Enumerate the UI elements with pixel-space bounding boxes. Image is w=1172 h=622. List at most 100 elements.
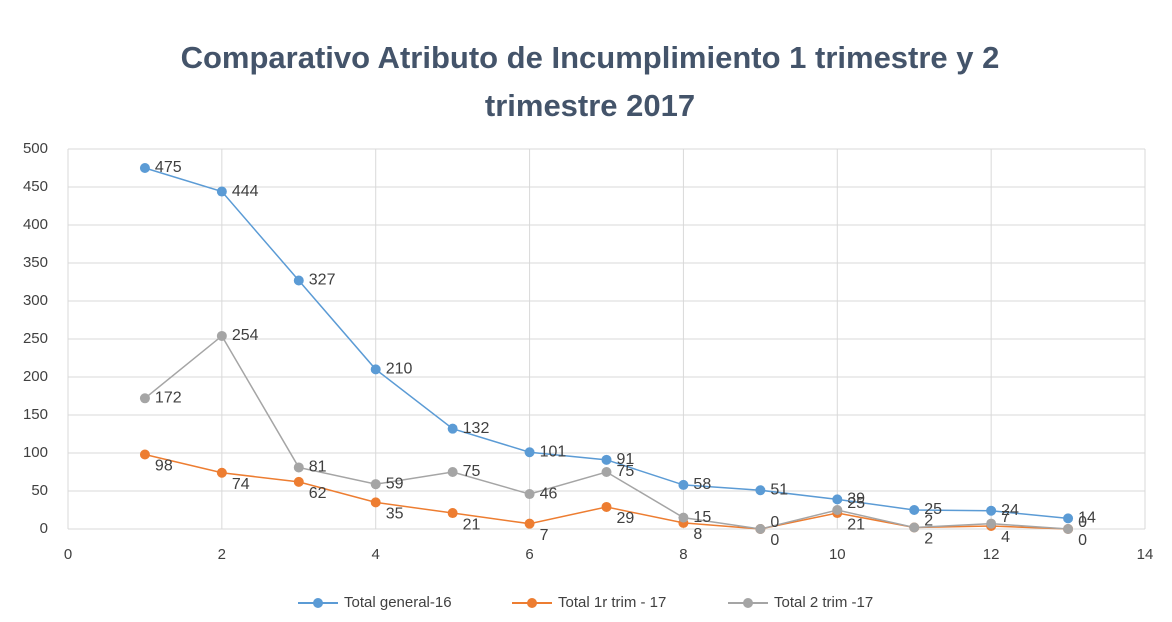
data-point	[447, 508, 458, 519]
data-point	[755, 524, 766, 534]
y-tick-label: 350	[23, 254, 48, 271]
data-point	[370, 479, 381, 490]
x-tick-label: 4	[372, 546, 380, 563]
data-point	[909, 522, 920, 533]
y-tick-label: 300	[23, 292, 48, 309]
data-point	[678, 479, 689, 490]
data-label: 98	[155, 458, 173, 475]
x-tick-label: 10	[829, 546, 846, 563]
legend-label: Total general-16	[344, 594, 452, 611]
data-label: 25	[847, 495, 865, 512]
y-tick-label: 500	[23, 140, 48, 157]
x-tick-label: 2	[218, 546, 226, 563]
x-tick-label: 12	[983, 546, 1000, 563]
legend-label: Total 1r trim - 17	[558, 594, 666, 611]
data-point	[524, 518, 535, 529]
data-point	[986, 518, 997, 529]
data-point	[601, 467, 612, 477]
series-line	[144, 334, 1069, 530]
data-label: 24	[1001, 502, 1019, 519]
data-label: 14	[1078, 510, 1096, 527]
data-label: 0	[1078, 514, 1087, 531]
data-point	[986, 505, 997, 516]
data-point	[216, 330, 227, 341]
data-label: 75	[463, 463, 481, 480]
data-label: 15	[693, 509, 711, 526]
data-point	[139, 449, 150, 460]
data-point	[524, 489, 535, 500]
y-tick-label: 50	[31, 482, 48, 499]
data-point	[601, 454, 612, 465]
data-label: 7	[540, 527, 549, 544]
data-point	[832, 494, 843, 505]
series-line	[144, 167, 1069, 520]
data-point	[1063, 524, 1074, 534]
data-label: 74	[232, 476, 250, 493]
legend-marker	[313, 598, 323, 608]
data-label: 254	[232, 327, 259, 344]
data-label: 25	[924, 501, 942, 518]
data-label: 210	[386, 361, 413, 378]
x-tick-label: 14	[1137, 546, 1154, 563]
data-label: 21	[847, 516, 865, 533]
data-point	[832, 505, 843, 515]
data-label: 35	[386, 506, 404, 523]
data-label: 8	[693, 526, 702, 543]
data-label: 75	[617, 463, 635, 480]
data-label: 51	[770, 481, 788, 498]
data-point	[216, 186, 227, 197]
data-point	[678, 512, 689, 523]
data-point	[755, 485, 766, 496]
data-label: 29	[617, 510, 635, 527]
chart-title: Comparativo Atributo de Incumplimiento 1…	[180, 40, 1000, 123]
data-label: 21	[463, 516, 481, 533]
data-label: 2	[924, 531, 933, 548]
data-label: 0	[770, 514, 779, 531]
x-tick-label: 6	[525, 546, 533, 563]
data-point	[447, 467, 458, 477]
data-point	[447, 423, 458, 434]
data-point	[1063, 513, 1074, 524]
data-label: 7	[1001, 509, 1010, 526]
data-label: 475	[155, 159, 182, 176]
data-point	[293, 476, 304, 487]
data-label: 132	[463, 420, 490, 437]
data-label: 0	[1078, 532, 1087, 549]
y-tick-label: 100	[23, 444, 48, 461]
data-point	[370, 364, 381, 375]
data-label: 39	[847, 491, 865, 508]
data-label: 81	[309, 459, 327, 476]
data-point	[216, 467, 227, 478]
x-tick-label: 0	[64, 546, 72, 563]
legend-label: Total 2 trim -17	[774, 594, 873, 611]
data-label: 46	[540, 485, 558, 502]
y-tick-label: 450	[23, 178, 48, 195]
data-label: 59	[386, 475, 404, 492]
y-tick-label: 400	[23, 216, 48, 233]
legend-marker	[527, 598, 537, 608]
data-point	[139, 393, 150, 404]
data-label: 327	[309, 272, 336, 289]
data-label: 0	[770, 532, 779, 549]
y-tick-label: 200	[23, 368, 48, 385]
y-tick-label: 0	[40, 520, 48, 537]
data-label: 62	[309, 485, 327, 502]
y-tick-label: 250	[23, 330, 48, 347]
legend-marker	[743, 598, 753, 608]
data-point	[909, 505, 920, 515]
data-label: 172	[155, 389, 182, 406]
data-point	[524, 447, 535, 458]
data-label: 444	[232, 183, 259, 200]
y-tick-label: 150	[23, 406, 48, 423]
x-tick-label: 8	[679, 546, 687, 563]
data-point	[293, 462, 304, 473]
data-point	[293, 275, 304, 286]
data-label: 4	[1001, 529, 1010, 546]
data-point	[370, 497, 381, 508]
data-label: 91	[617, 451, 635, 468]
data-point	[601, 501, 612, 512]
data-label: 101	[540, 443, 567, 460]
data-label: 58	[693, 476, 711, 493]
